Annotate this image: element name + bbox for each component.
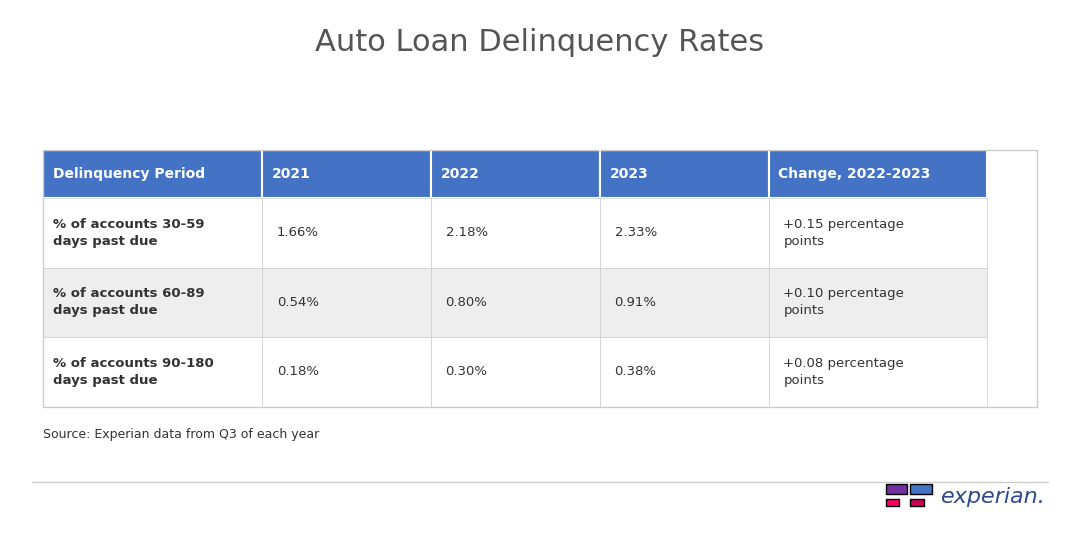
FancyBboxPatch shape <box>599 198 769 268</box>
FancyBboxPatch shape <box>431 337 599 407</box>
FancyBboxPatch shape <box>769 268 987 337</box>
Text: 2023: 2023 <box>609 167 648 181</box>
Text: 0.91%: 0.91% <box>615 296 657 309</box>
FancyBboxPatch shape <box>261 337 431 407</box>
Text: 1.66%: 1.66% <box>276 226 319 239</box>
Text: 2.18%: 2.18% <box>446 226 488 239</box>
Text: Change, 2022-2023: Change, 2022-2023 <box>779 167 931 181</box>
FancyBboxPatch shape <box>43 150 261 198</box>
FancyBboxPatch shape <box>261 150 431 198</box>
FancyBboxPatch shape <box>43 337 261 407</box>
Text: % of accounts 90-180
days past due: % of accounts 90-180 days past due <box>53 357 214 387</box>
FancyBboxPatch shape <box>431 198 599 268</box>
Text: Auto Loan Delinquency Rates: Auto Loan Delinquency Rates <box>315 28 765 57</box>
FancyBboxPatch shape <box>43 198 261 268</box>
FancyBboxPatch shape <box>431 150 599 198</box>
FancyBboxPatch shape <box>769 337 987 407</box>
Text: 0.30%: 0.30% <box>446 365 487 378</box>
Text: 2.33%: 2.33% <box>615 226 657 239</box>
Text: % of accounts 30-59
days past due: % of accounts 30-59 days past due <box>53 218 204 248</box>
Text: 0.80%: 0.80% <box>446 296 487 309</box>
FancyBboxPatch shape <box>910 499 923 506</box>
FancyBboxPatch shape <box>886 499 900 506</box>
FancyBboxPatch shape <box>431 268 599 337</box>
Text: Source: Experian data from Q3 of each year: Source: Experian data from Q3 of each ye… <box>43 428 320 441</box>
FancyBboxPatch shape <box>43 268 261 337</box>
Text: +0.15 percentage
points: +0.15 percentage points <box>783 218 904 248</box>
FancyBboxPatch shape <box>769 198 987 268</box>
FancyBboxPatch shape <box>599 337 769 407</box>
Text: +0.10 percentage
points: +0.10 percentage points <box>783 287 904 317</box>
Text: 2021: 2021 <box>272 167 311 181</box>
FancyBboxPatch shape <box>261 268 431 337</box>
FancyBboxPatch shape <box>910 484 932 494</box>
Text: % of accounts 60-89
days past due: % of accounts 60-89 days past due <box>53 287 205 317</box>
Text: 0.18%: 0.18% <box>276 365 319 378</box>
FancyBboxPatch shape <box>886 484 907 494</box>
Text: 0.38%: 0.38% <box>615 365 657 378</box>
FancyBboxPatch shape <box>599 268 769 337</box>
FancyBboxPatch shape <box>261 198 431 268</box>
FancyBboxPatch shape <box>769 150 987 198</box>
Text: +0.08 percentage
points: +0.08 percentage points <box>783 357 904 387</box>
Text: 2022: 2022 <box>441 167 480 181</box>
Text: Delinquency Period: Delinquency Period <box>53 167 205 181</box>
Text: experian.: experian. <box>941 487 1045 507</box>
Text: 0.54%: 0.54% <box>276 296 319 309</box>
FancyBboxPatch shape <box>599 150 769 198</box>
